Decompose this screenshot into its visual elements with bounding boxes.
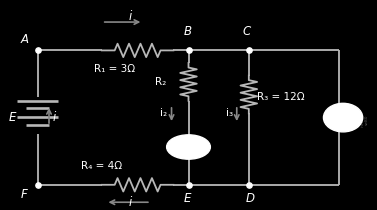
Text: i₃: i₃ — [226, 108, 233, 118]
Text: E: E — [8, 111, 16, 124]
Ellipse shape — [323, 103, 363, 132]
Circle shape — [167, 135, 210, 159]
Text: D: D — [245, 192, 254, 205]
Text: C: C — [243, 25, 251, 38]
Text: R₃ = 12Ω: R₃ = 12Ω — [257, 92, 305, 102]
Text: i: i — [52, 111, 55, 124]
Text: i: i — [129, 196, 132, 209]
Text: B: B — [183, 25, 192, 38]
Text: E: E — [184, 192, 191, 205]
Text: i₂: i₂ — [161, 108, 167, 118]
Text: interbi
se80: interbi se80 — [361, 113, 369, 127]
Text: F: F — [21, 188, 28, 201]
Text: R₁ = 3Ω: R₁ = 3Ω — [94, 64, 136, 74]
Text: A: A — [20, 33, 29, 46]
Text: R₄ = 4Ω: R₄ = 4Ω — [81, 161, 123, 171]
Text: i: i — [129, 10, 132, 23]
Text: R₂: R₂ — [155, 77, 166, 87]
